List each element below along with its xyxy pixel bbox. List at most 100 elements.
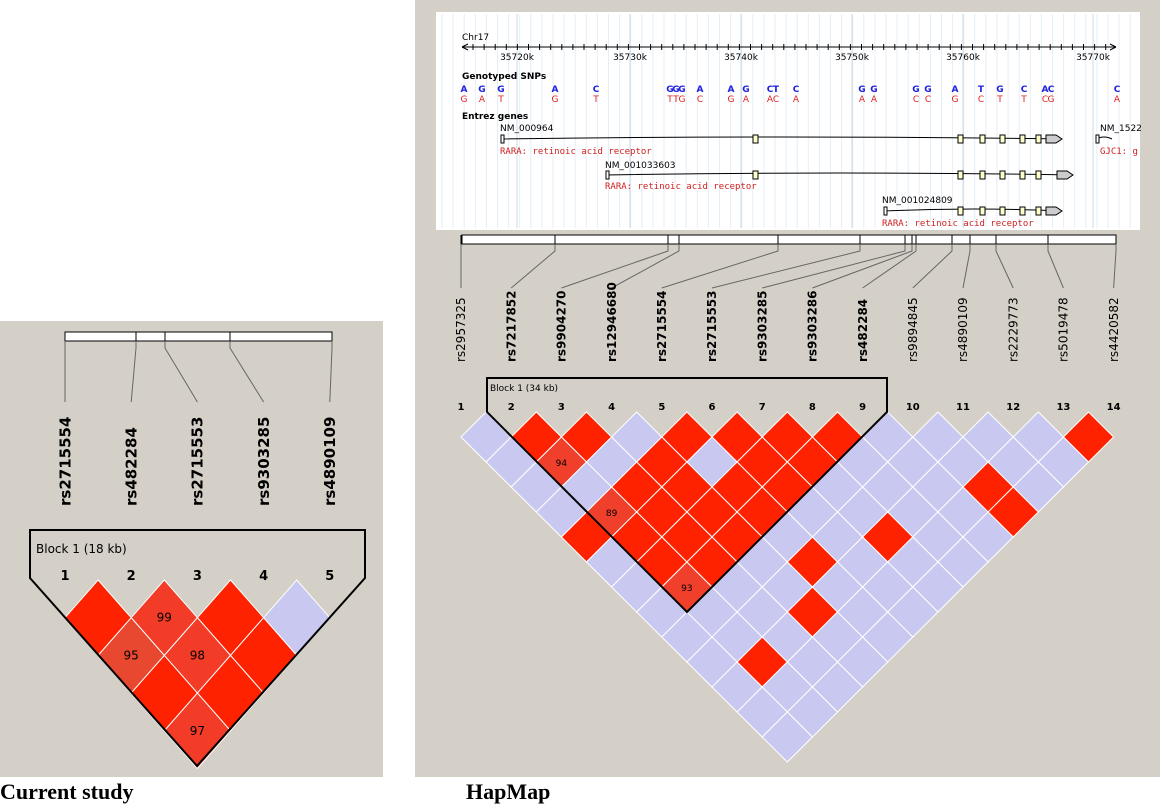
- ld-value: 98: [190, 648, 205, 662]
- snp-label: rs2715553: [189, 417, 207, 506]
- allele-minor: C: [1042, 95, 1048, 105]
- gene-exon: [752, 134, 759, 144]
- allele-minor: T: [666, 95, 673, 105]
- allele-minor: C: [913, 95, 919, 105]
- allele-major: A: [1042, 85, 1049, 95]
- connector: [329, 341, 333, 403]
- gene-exon: [957, 170, 964, 180]
- allele-minor: G: [552, 95, 559, 105]
- allele-major: C: [593, 85, 600, 95]
- allele-major: A: [952, 85, 959, 95]
- snp-label: rs9303285: [755, 290, 769, 362]
- gene-exon: [1035, 206, 1042, 216]
- snp-label: rs2715553: [705, 290, 719, 362]
- ruler-label: 35750k: [835, 53, 870, 63]
- allele-major: G: [858, 85, 865, 95]
- block-outline: [29, 529, 366, 768]
- ruler-label: 35760k: [946, 53, 981, 63]
- connector: [711, 244, 861, 289]
- connector: [229, 341, 265, 403]
- gene-exon: [999, 170, 1006, 180]
- snp-index: 11: [956, 402, 970, 413]
- ruler-arrows: [461, 43, 1117, 51]
- allele-major: A: [697, 85, 704, 95]
- connector: [164, 341, 198, 403]
- ruler-label: 35740k: [724, 53, 759, 63]
- allele-major: G: [742, 85, 749, 95]
- snp-label: rs9303285: [255, 417, 273, 506]
- snp-label: rs7217852: [504, 290, 518, 362]
- gene-exon: [1019, 206, 1026, 216]
- track-title: Entrez genes: [462, 112, 528, 122]
- connector: [561, 244, 669, 289]
- allele-minor: T: [497, 95, 504, 105]
- allele-minor: A: [767, 95, 774, 105]
- ld-value: 89: [606, 509, 618, 519]
- allele-minor: G: [1048, 95, 1055, 105]
- block-label: Block 1 (34 kb): [490, 384, 558, 394]
- snp-index: 5: [325, 569, 334, 584]
- allele-major: T: [773, 85, 780, 95]
- ld-cell: [163, 692, 232, 770]
- snp-index: 13: [1056, 402, 1070, 413]
- ld-value: 97: [190, 724, 205, 738]
- allele-major: A: [728, 85, 735, 95]
- connector: [611, 244, 680, 289]
- snp-label: rs2715554: [56, 417, 74, 506]
- connector: [962, 244, 971, 289]
- allele-minor: A: [479, 95, 486, 105]
- gene-exon: [1035, 170, 1042, 180]
- gene-exon: [883, 206, 888, 216]
- allele-minor: T: [592, 95, 599, 105]
- snp-label: rs2715554: [655, 290, 669, 362]
- position-bar: [64, 331, 333, 342]
- position-bar: [461, 234, 1117, 245]
- connector: [661, 244, 779, 289]
- connector: [510, 244, 556, 289]
- track-grid: [441, 14, 1131, 228]
- allele-minor: A: [1114, 95, 1121, 105]
- gene-exon: [1019, 170, 1026, 180]
- connector: [130, 341, 137, 403]
- allele-major: G: [912, 85, 919, 95]
- ruler-label: 35770k: [1076, 53, 1111, 63]
- allele-minor: G: [952, 95, 959, 105]
- allele-major: G: [497, 85, 504, 95]
- allele-minor: T: [996, 95, 1003, 105]
- chromosome-label: Chr17: [462, 33, 489, 43]
- allele-minor: T: [672, 95, 679, 105]
- allele-minor: C: [978, 95, 984, 105]
- allele-minor: C: [925, 95, 931, 105]
- allele-minor: G: [728, 95, 735, 105]
- allele-minor: A: [871, 95, 878, 105]
- gene-exon: [957, 206, 964, 216]
- allele-major: G: [478, 85, 485, 95]
- ld-value: 93: [681, 584, 692, 594]
- snp-label: rs482284: [122, 427, 140, 506]
- allele-major: C: [1048, 85, 1055, 95]
- ruler-label: 35730k: [613, 53, 648, 63]
- snp-label: rs12946680: [605, 282, 619, 362]
- track-title: Genotyped SNPs: [462, 72, 546, 82]
- ld-value: 95: [124, 648, 139, 662]
- allele-minor: A: [859, 95, 866, 105]
- snp-index: 1: [458, 402, 465, 413]
- allele-minor: G: [679, 95, 686, 105]
- snp-label: rs9894845: [906, 297, 920, 362]
- caption: HapMap: [466, 779, 550, 804]
- allele-major: G: [924, 85, 931, 95]
- connector: [912, 244, 953, 289]
- snp-index: 2: [127, 569, 136, 584]
- snp-index: 1: [60, 569, 69, 584]
- ld-cell: [761, 711, 814, 763]
- snp-index: 4: [608, 402, 615, 413]
- connector: [812, 244, 913, 289]
- ruler-label: 35720k: [500, 53, 535, 63]
- allele-major: G: [678, 85, 685, 95]
- snp-index: 5: [658, 402, 665, 413]
- allele-major: A: [552, 85, 559, 95]
- snp-label: rs4420582: [1107, 297, 1121, 362]
- gene-exon: [1095, 134, 1100, 144]
- allele-minor: T: [1020, 95, 1027, 105]
- gene-desc: GJC1: g: [1100, 147, 1138, 157]
